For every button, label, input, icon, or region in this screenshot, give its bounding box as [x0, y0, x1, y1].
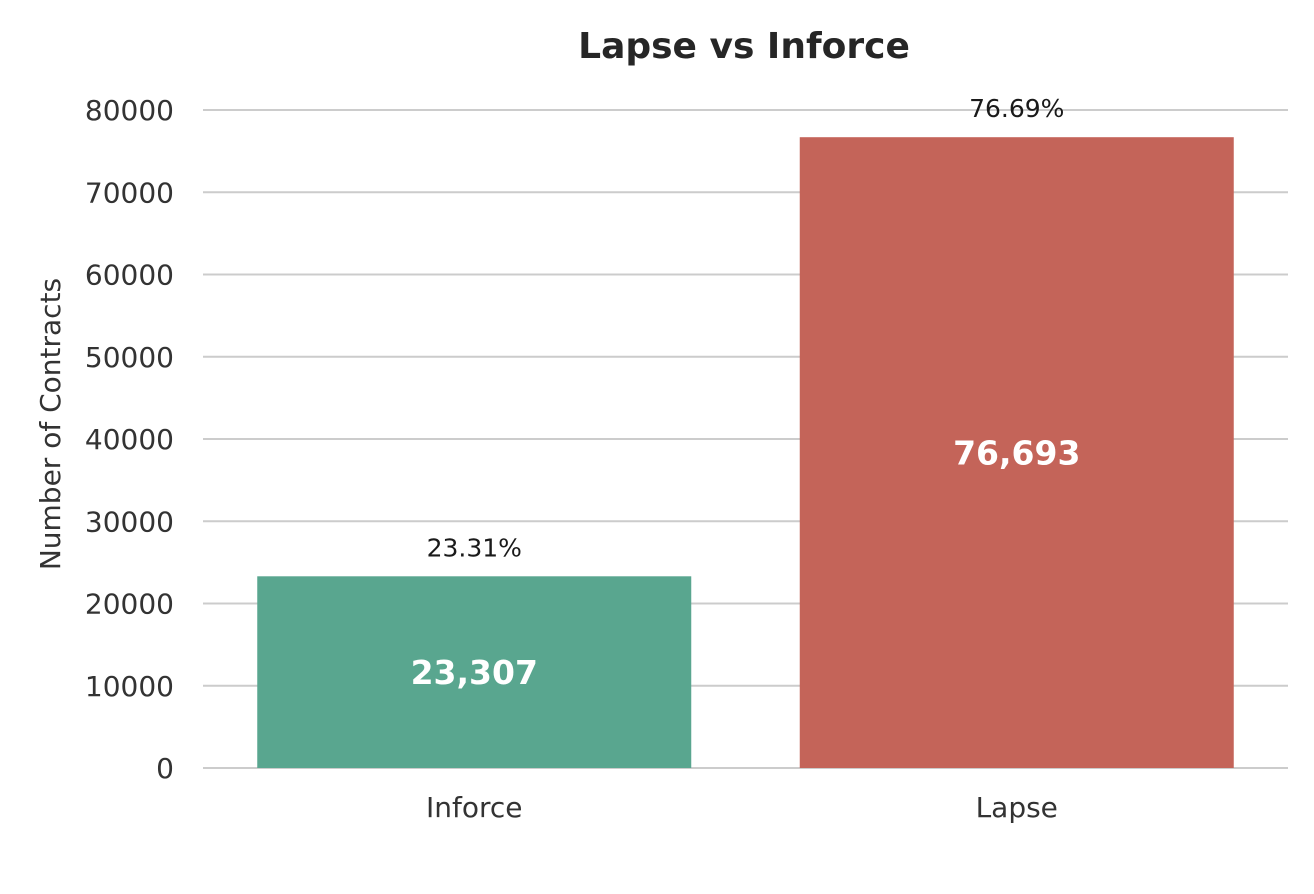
y-tick-label: 50000 — [85, 341, 174, 374]
y-tick-label: 20000 — [85, 588, 174, 621]
y-tick-label: 70000 — [85, 176, 174, 209]
x-tick-label: Lapse — [976, 791, 1058, 824]
percent-label: 23.31% — [427, 533, 522, 562]
percent-label: 76.69% — [969, 94, 1064, 123]
value-label: 76,693 — [953, 434, 1080, 473]
bar-lapse — [799, 137, 1234, 768]
bar-inforce — [257, 576, 692, 768]
y-tick-label: 40000 — [85, 423, 174, 456]
value-label: 23,307 — [411, 653, 538, 692]
y-tick-label: 60000 — [85, 259, 174, 292]
y-tick-label: 0 — [156, 752, 174, 785]
y-tick-label: 80000 — [85, 94, 174, 127]
x-tick-label: Inforce — [426, 791, 523, 824]
bars: 23.31% 23,307 76.69% 76,693 — [257, 94, 1234, 768]
y-axis-ticks: 0 10000 20000 30000 40000 50000 60000 70000 8000… — [85, 94, 174, 785]
y-tick-label: 30000 — [85, 505, 174, 538]
x-axis-ticks: Inforce Lapse — [426, 791, 1058, 824]
y-axis-label: Number of Contracts — [34, 278, 67, 570]
chart-title: Lapse vs Inforce — [578, 26, 910, 67]
y-tick-label: 10000 — [85, 670, 174, 703]
